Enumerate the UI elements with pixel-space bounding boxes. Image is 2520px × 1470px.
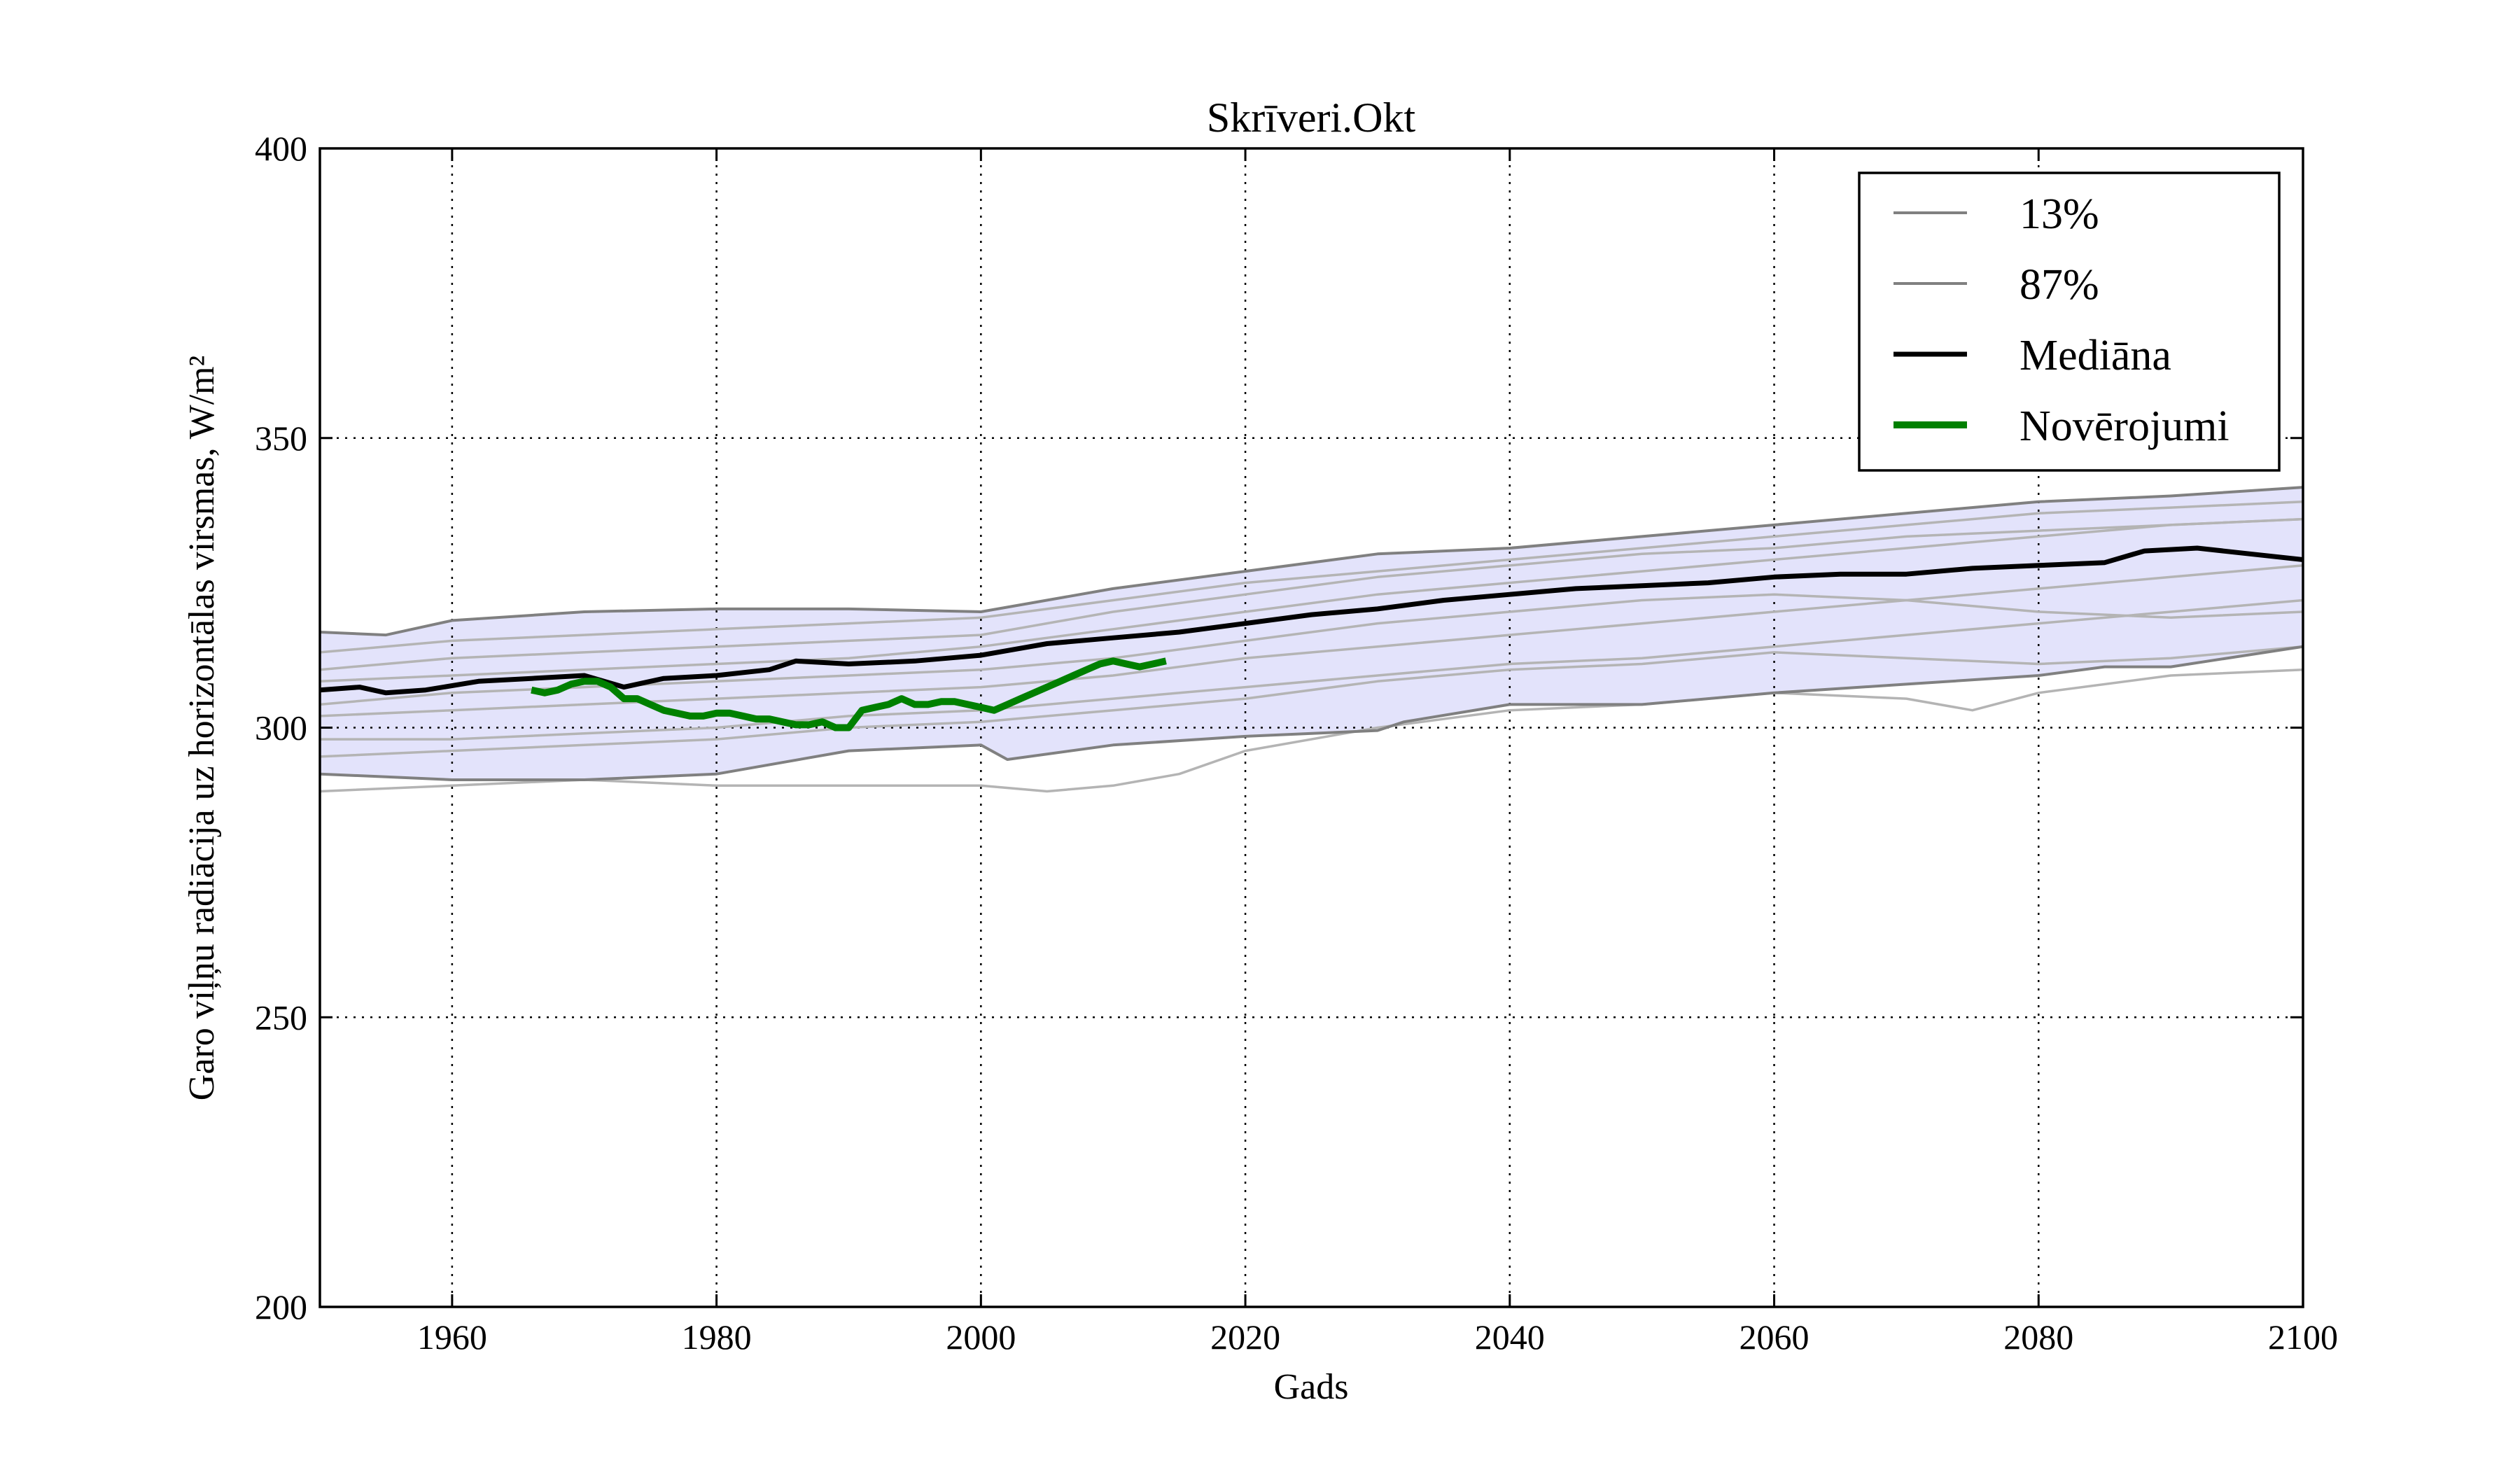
percentile-band bbox=[320, 487, 2303, 780]
ensemble-line bbox=[320, 598, 2303, 741]
percentile-line bbox=[320, 645, 2303, 781]
x-axis: 1960 1980 2000 2020 2040 2060 2080 2100 bbox=[417, 148, 2338, 1357]
y-tick-label: 400 bbox=[255, 129, 307, 168]
y-axis-label: Garo viļņu radiācija uz horizontālas vir… bbox=[182, 356, 222, 1100]
x-tick-label: 2100 bbox=[2268, 1317, 2338, 1357]
x-tick-label: 2040 bbox=[1475, 1317, 1545, 1357]
x-tick-label: 2080 bbox=[2003, 1317, 2073, 1357]
ensemble-line bbox=[320, 500, 2303, 654]
y-tick-label: 350 bbox=[255, 419, 307, 458]
legend-label: 13% bbox=[2019, 190, 2099, 238]
x-tick-label: 2000 bbox=[946, 1317, 1016, 1357]
y-axis: 200 250 300 350 400 bbox=[255, 129, 2303, 1326]
x-tick-label: 1980 bbox=[682, 1317, 752, 1357]
ensemble-line bbox=[320, 668, 2303, 793]
observations-line bbox=[531, 657, 1167, 732]
legend-box bbox=[1858, 172, 2281, 472]
chart-title: Skrīveri.Okt bbox=[1207, 94, 1416, 141]
x-tick-label: 2060 bbox=[1740, 1317, 1809, 1357]
ensemble-line bbox=[320, 593, 2303, 706]
median-line bbox=[320, 545, 2303, 696]
y-tick-label: 250 bbox=[255, 997, 307, 1037]
series-lines bbox=[320, 486, 2303, 793]
legend-label: Novērojumi bbox=[2019, 402, 2230, 450]
percentile-line bbox=[320, 486, 2303, 637]
ensemble-line bbox=[320, 517, 2303, 683]
legend-label: Mediāna bbox=[2019, 332, 2171, 379]
x-tick-label: 2020 bbox=[1210, 1317, 1280, 1357]
grid bbox=[320, 148, 2303, 1307]
plot-area bbox=[320, 148, 2303, 1307]
ensemble-line bbox=[320, 517, 2303, 671]
y-tick-label: 300 bbox=[255, 708, 307, 748]
x-axis-label: Gads bbox=[1274, 1367, 1349, 1407]
y-tick-label: 200 bbox=[255, 1287, 307, 1326]
x-tick-label: 1960 bbox=[417, 1317, 487, 1357]
ensemble-line bbox=[320, 645, 2303, 758]
legend-label: 87% bbox=[2019, 261, 2099, 309]
legend: 13% 87% Mediāna Novērojumi bbox=[1858, 172, 2281, 472]
